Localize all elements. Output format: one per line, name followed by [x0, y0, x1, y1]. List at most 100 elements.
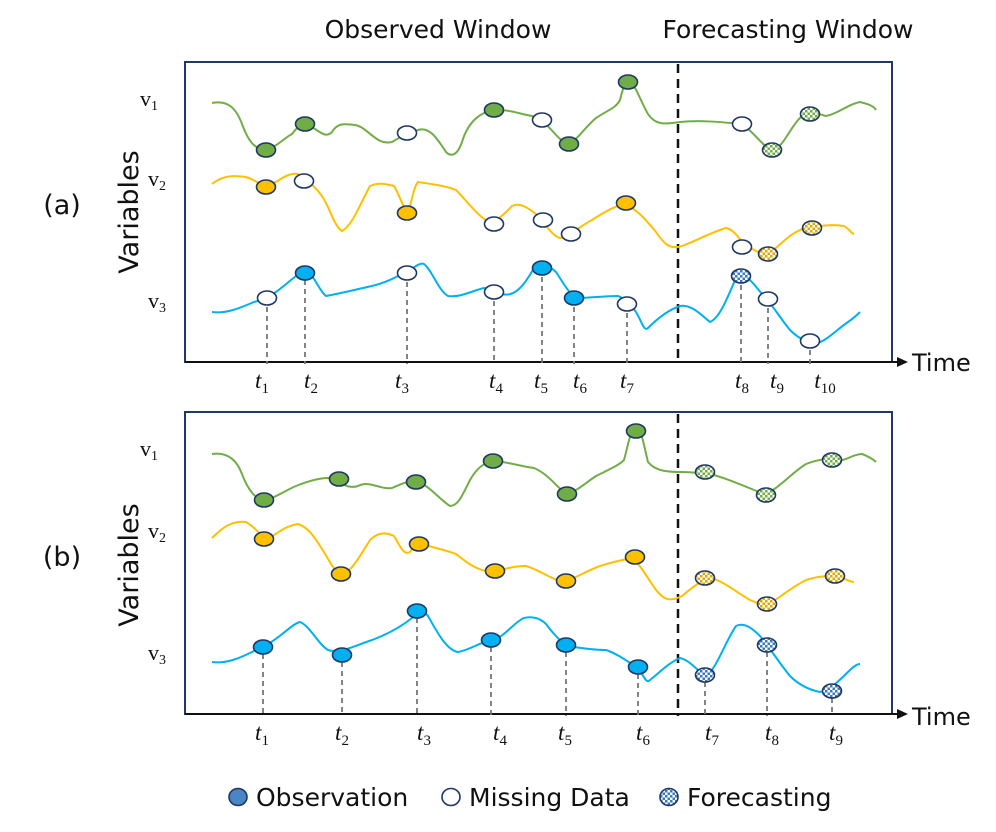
panel-a-v3-observation: [294, 265, 316, 281]
panel-b-v1-observation: [482, 453, 504, 469]
panel-a-v2-forecast: [757, 246, 779, 262]
panel-b-v1-observation: [253, 492, 275, 508]
panel-a-t5: t5: [534, 368, 548, 397]
panel-b-time-labels: t1 t2 t3 t4 t5 t6 t7 t8 t9: [255, 720, 843, 749]
panel-a-label: (a): [43, 190, 81, 221]
legend-missing-label: Missing Data: [469, 783, 630, 812]
panel-a-v3-forecast: [730, 268, 752, 284]
panel-a-v3-missing: [256, 290, 278, 306]
panel-a-time-arrow: [897, 357, 908, 367]
panel-b-v3-observation: [252, 639, 274, 655]
legend-observation-label: Observation: [256, 783, 408, 812]
panel-a-time-labels: t1 t2 t3 t4 t5 t6 t7 t8 t9 t10: [255, 368, 836, 397]
panel-a-t8: t8: [735, 368, 749, 397]
panel-a-drop-lines: [266, 277, 811, 364]
panel-b-drop-lines: [262, 618, 833, 716]
panel-a-t6: t6: [573, 368, 587, 397]
panel-a-t7: t7: [620, 368, 634, 397]
panel-b-v3-observation: [627, 659, 649, 675]
panel-a-v1-observation: [617, 74, 639, 90]
panel-b-time-label: Time: [911, 703, 971, 731]
panel-a-v3-missing: [483, 284, 505, 300]
panel-a-v2-missing: [532, 212, 554, 228]
panel-a-v3-missing: [757, 291, 779, 307]
panel-b-v2-observation: [484, 563, 506, 579]
panel-a-v2-observation: [396, 205, 418, 221]
panel-a-v3-missing: [616, 296, 638, 312]
panel-a-t1: t1: [255, 368, 269, 397]
panel-a-var-2: v2: [148, 166, 166, 194]
panel-a-v3-missing: [799, 333, 821, 349]
panel-a-frame: [184, 61, 893, 363]
panel-a-v2-missing: [560, 226, 582, 242]
observed-window-title: Observed Window: [325, 15, 552, 44]
panel-b-v2-observation: [330, 566, 352, 582]
panel-b-variables-label: Variables: [114, 503, 145, 626]
panel-b-var-3: v3: [148, 640, 166, 668]
panel-a-v1-forecast: [761, 142, 783, 158]
panel-b-v1-observation: [405, 474, 427, 490]
panel-b-v1-forecast: [755, 487, 777, 503]
panel-a-t2: t2: [304, 368, 318, 397]
legend-forecasting-marker: [659, 787, 679, 807]
panel-b-v3-observation: [555, 637, 577, 653]
panel-a-v2-missing: [731, 239, 753, 255]
panel-b-v3-observation: [406, 603, 428, 619]
panel-b-t8: t8: [765, 720, 779, 749]
panel-b-v3-observation: [331, 647, 353, 663]
panel-b-v1-forecast: [694, 464, 716, 480]
panel-a-v1-forecast: [799, 106, 821, 122]
panel-b-v3-observation: [480, 632, 502, 648]
panel-b-v2-observation: [555, 573, 577, 589]
panel-b-frame: [184, 411, 893, 715]
panel-b-v2-forecast: [824, 568, 846, 584]
panel-b-label: (b): [43, 542, 81, 573]
panel-b-var-2: v2: [148, 518, 166, 546]
panel-b-t7: t7: [705, 720, 719, 749]
panel-b-t4: t4: [493, 720, 507, 749]
panel-a-v2-forecast: [801, 220, 823, 236]
panel-a-v1-observation: [255, 142, 277, 158]
panel-b-series-v1: [211, 426, 877, 508]
panel-a-v2-observation: [615, 195, 637, 211]
panel-a-v3-missing: [396, 265, 418, 281]
panel-a-t10: t10: [814, 368, 835, 397]
panel-b-v3-forecast: [756, 637, 778, 653]
panel-a-variables-label: Variables: [114, 150, 145, 273]
panel-a-v2-missing: [293, 173, 315, 189]
panel-a-t4: t4: [489, 368, 503, 397]
legend-missing-marker: [441, 787, 461, 807]
panel-b-t2: t2: [335, 720, 349, 749]
panel-a-var-3: v3: [148, 288, 166, 316]
panel-b-v1-observation: [556, 486, 578, 502]
panel-a-v1-observation: [558, 136, 580, 152]
panel-b-v3-forecast: [821, 683, 843, 699]
panel-a-v3-observation: [563, 290, 585, 306]
panel-a-v1-missing: [531, 112, 553, 128]
panel-b-time-arrow: [897, 709, 908, 719]
panel-a-v1-missing: [731, 116, 753, 132]
panel-b-v2-observation: [408, 536, 430, 552]
panel-a-t9: t9: [770, 368, 784, 397]
panel-b-v1-observation: [328, 471, 350, 487]
panel-a: Time Variables (a) v1 v2 v3: [43, 61, 971, 397]
panel-a-v1-observation: [294, 116, 316, 132]
legend: Observation Missing Data Forecasting: [228, 783, 831, 812]
panel-a-t3: t3: [395, 368, 409, 397]
panel-b-v1-observation: [625, 423, 647, 439]
panel-b-v2-observation: [253, 531, 275, 547]
panel-a-var-1: v1: [140, 86, 158, 114]
panel-a-v3-observation: [531, 260, 553, 276]
panel-a-v1-missing: [396, 125, 418, 141]
panel-b-var-1: v1: [140, 436, 158, 464]
panel-b: Time Variables (b) v1 v2 v3: [43, 411, 971, 749]
panel-b-series-v2: [211, 520, 855, 606]
panel-b-v2-forecast: [756, 596, 778, 612]
panel-b-t9: t9: [829, 720, 843, 749]
panel-b-v1-forecast: [821, 452, 843, 468]
panel-a-v2-observation: [255, 179, 277, 195]
forecasting-window-title: Forecasting Window: [663, 15, 914, 44]
panel-b-v2-forecast: [694, 570, 716, 586]
panel-b-v3-forecast: [694, 667, 716, 683]
